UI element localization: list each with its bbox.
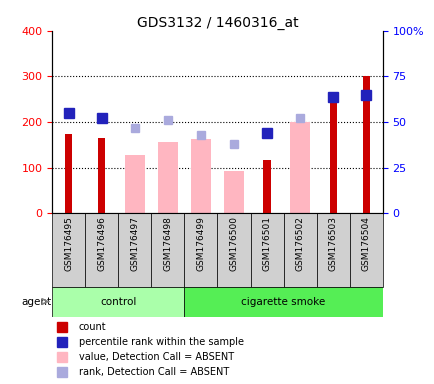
Text: GSM176504: GSM176504 <box>361 217 370 271</box>
Bar <box>217 214 250 286</box>
Bar <box>151 214 184 286</box>
Bar <box>52 214 85 286</box>
Text: GSM176503: GSM176503 <box>328 217 337 271</box>
Text: GSM176497: GSM176497 <box>130 217 139 271</box>
Text: rank, Detection Call = ABSENT: rank, Detection Call = ABSENT <box>79 367 228 377</box>
Bar <box>191 139 210 214</box>
Text: control: control <box>100 296 136 306</box>
Text: cigarette smoke: cigarette smoke <box>241 296 325 306</box>
Bar <box>184 214 217 286</box>
Text: GSM176500: GSM176500 <box>229 217 238 271</box>
Bar <box>118 214 151 286</box>
Text: GSM176501: GSM176501 <box>262 217 271 271</box>
Bar <box>263 160 270 214</box>
Bar <box>65 134 72 214</box>
Text: agent: agent <box>21 296 51 306</box>
Bar <box>224 170 243 214</box>
Text: GSM176496: GSM176496 <box>97 217 106 271</box>
Bar <box>329 101 336 214</box>
Text: GSM176495: GSM176495 <box>64 217 73 271</box>
Bar <box>289 122 309 214</box>
Text: GSM176499: GSM176499 <box>196 217 205 271</box>
Text: GSM176502: GSM176502 <box>295 217 304 271</box>
Title: GDS3132 / 1460316_at: GDS3132 / 1460316_at <box>136 16 298 30</box>
Bar <box>362 76 369 214</box>
Bar <box>158 142 178 214</box>
Text: count: count <box>79 322 106 332</box>
Bar <box>85 214 118 286</box>
Text: percentile rank within the sample: percentile rank within the sample <box>79 337 243 347</box>
Bar <box>98 138 105 214</box>
Text: value, Detection Call = ABSENT: value, Detection Call = ABSENT <box>79 352 233 362</box>
Bar <box>52 286 184 316</box>
Bar <box>184 286 382 316</box>
Bar <box>283 214 316 286</box>
Bar <box>349 214 382 286</box>
Bar <box>316 214 349 286</box>
Text: GSM176498: GSM176498 <box>163 217 172 271</box>
Bar <box>125 155 145 214</box>
Bar <box>250 214 283 286</box>
